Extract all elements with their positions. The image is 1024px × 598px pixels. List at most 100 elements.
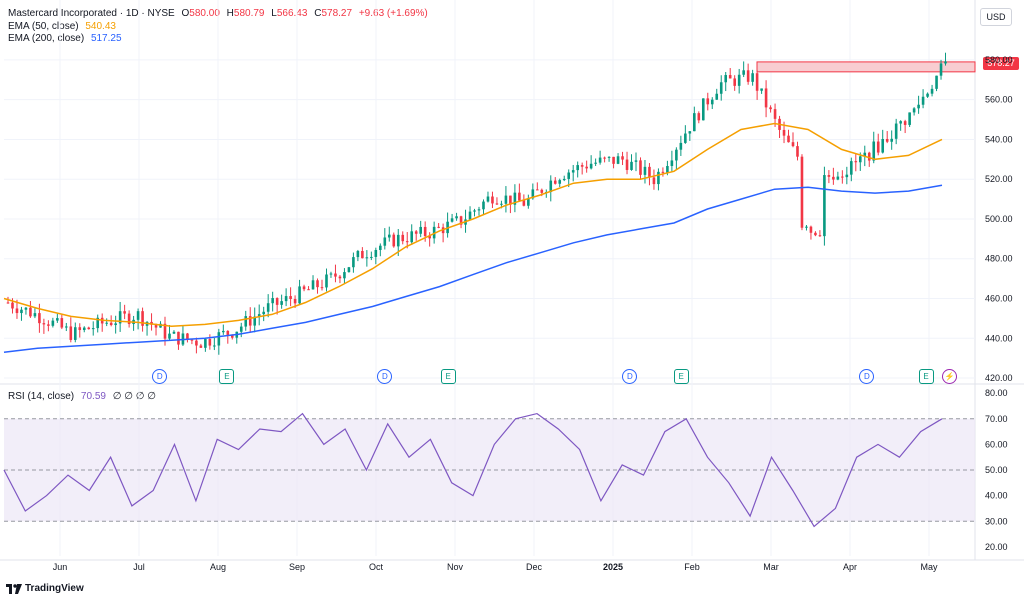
- candle-body: [836, 176, 840, 180]
- earnings-marker-icon[interactable]: E: [918, 369, 934, 384]
- candle-body: [123, 311, 126, 314]
- time-tick-label: Oct: [369, 562, 384, 572]
- candle-body: [639, 160, 642, 175]
- candle-body: [670, 160, 674, 166]
- candle-body: [347, 267, 351, 273]
- candle-body: [850, 161, 853, 175]
- candle-body: [168, 333, 171, 339]
- candle-body: [827, 175, 831, 177]
- ema50-label: EMA (50, close): [8, 21, 79, 32]
- earnings-marker-icon[interactable]: E: [440, 369, 456, 384]
- candle-body: [921, 96, 925, 105]
- dividend-marker-icon[interactable]: D: [377, 369, 393, 384]
- candle-body: [652, 177, 656, 185]
- tradingview-logo-icon: [6, 583, 22, 594]
- candle-body: [96, 317, 100, 329]
- candle-body: [226, 330, 230, 335]
- candle-body: [553, 180, 557, 184]
- candle-body: [136, 311, 140, 320]
- ema50-legend[interactable]: EMA (50, close) 540.43: [8, 21, 116, 33]
- candle-body: [576, 165, 579, 171]
- candle-body: [894, 123, 898, 139]
- rsi-tick-label: 20.00: [985, 542, 1008, 552]
- candle-body: [657, 171, 660, 185]
- candle-body: [51, 320, 55, 326]
- candle-body: [455, 216, 458, 219]
- time-tick-label: May: [920, 562, 938, 572]
- candle-body: [531, 189, 535, 199]
- price-tick-label: 480.00: [985, 254, 1013, 264]
- candle-body: [118, 311, 122, 324]
- candle-body: [737, 74, 741, 86]
- candle-body: [491, 196, 494, 204]
- candle-body: [500, 203, 503, 205]
- candle-body: [365, 257, 369, 259]
- candle-body: [20, 309, 23, 314]
- candle-body: [787, 135, 790, 143]
- rsi-tick-label: 30.00: [985, 516, 1008, 526]
- candle-body: [616, 156, 620, 164]
- currency-button[interactable]: USD: [980, 8, 1012, 26]
- candle-body: [814, 232, 817, 236]
- candle-body: [885, 138, 889, 142]
- dividend-marker-icon[interactable]: D: [622, 369, 638, 384]
- candle-body: [612, 156, 615, 164]
- rsi-label: RSI (14, close): [8, 391, 75, 402]
- candle-body: [625, 159, 629, 170]
- candle-body: [396, 234, 400, 247]
- candle-body: [823, 175, 826, 237]
- earnings-marker-icon[interactable]: E: [219, 369, 235, 384]
- candle-body: [239, 326, 243, 332]
- brand-text: TradingView: [25, 583, 84, 594]
- candle-body: [329, 273, 333, 275]
- candle-body: [379, 245, 382, 250]
- candle-body: [437, 226, 440, 228]
- candle-body: [715, 93, 719, 100]
- candle-body: [284, 296, 288, 302]
- candle-body: [724, 75, 728, 83]
- candle-body: [311, 280, 315, 290]
- ema200-legend[interactable]: EMA (200, close) 517.25: [8, 33, 122, 45]
- time-tick-label: Jul: [133, 562, 145, 572]
- earnings-marker-icon[interactable]: E: [673, 369, 689, 384]
- ohlc-low: L566.43: [271, 8, 308, 19]
- time-tick-label: Apr: [843, 562, 857, 572]
- rsi-tick-label: 50.00: [985, 465, 1008, 475]
- candle-body: [163, 323, 167, 339]
- rsi-legend[interactable]: RSI (14, close) 70.59 ∅ ∅ ∅ ∅: [8, 391, 156, 403]
- candle-body: [634, 160, 638, 162]
- candle-body: [33, 313, 37, 317]
- candle-body: [728, 75, 732, 79]
- candle-body: [773, 109, 777, 119]
- candle-body: [60, 318, 64, 328]
- rsi-tick-label: 60.00: [985, 439, 1008, 449]
- price-tick-label: 520.00: [985, 174, 1013, 184]
- candle-body: [459, 216, 463, 225]
- candle-body: [65, 326, 68, 328]
- candle-body: [540, 189, 544, 193]
- candle-body: [244, 316, 248, 327]
- dividend-marker-icon[interactable]: D: [859, 369, 875, 384]
- last-price-tag: 578.27: [983, 57, 1019, 71]
- candle-body: [513, 192, 517, 205]
- time-tick-label: Dec: [526, 562, 543, 572]
- split-marker-icon[interactable]: ⚡: [942, 369, 958, 384]
- candle-body: [603, 157, 606, 159]
- candle-body: [697, 113, 701, 121]
- ohlc-close: C578.27: [314, 8, 353, 19]
- price-tick-label: 540.00: [985, 134, 1013, 144]
- candle-body: [401, 234, 405, 242]
- dividend-marker-icon[interactable]: D: [152, 369, 168, 384]
- candle-body: [199, 345, 203, 348]
- candle-body: [275, 298, 279, 305]
- candle-body: [755, 73, 759, 91]
- candle-body: [257, 314, 261, 317]
- rsi-tick-label: 40.00: [985, 491, 1008, 501]
- candle-body: [405, 241, 409, 243]
- candle-body: [334, 273, 337, 277]
- candle-body: [204, 339, 207, 348]
- candle-body: [796, 146, 799, 157]
- time-tick-label: 2025: [603, 562, 623, 572]
- candle-body: [253, 316, 257, 326]
